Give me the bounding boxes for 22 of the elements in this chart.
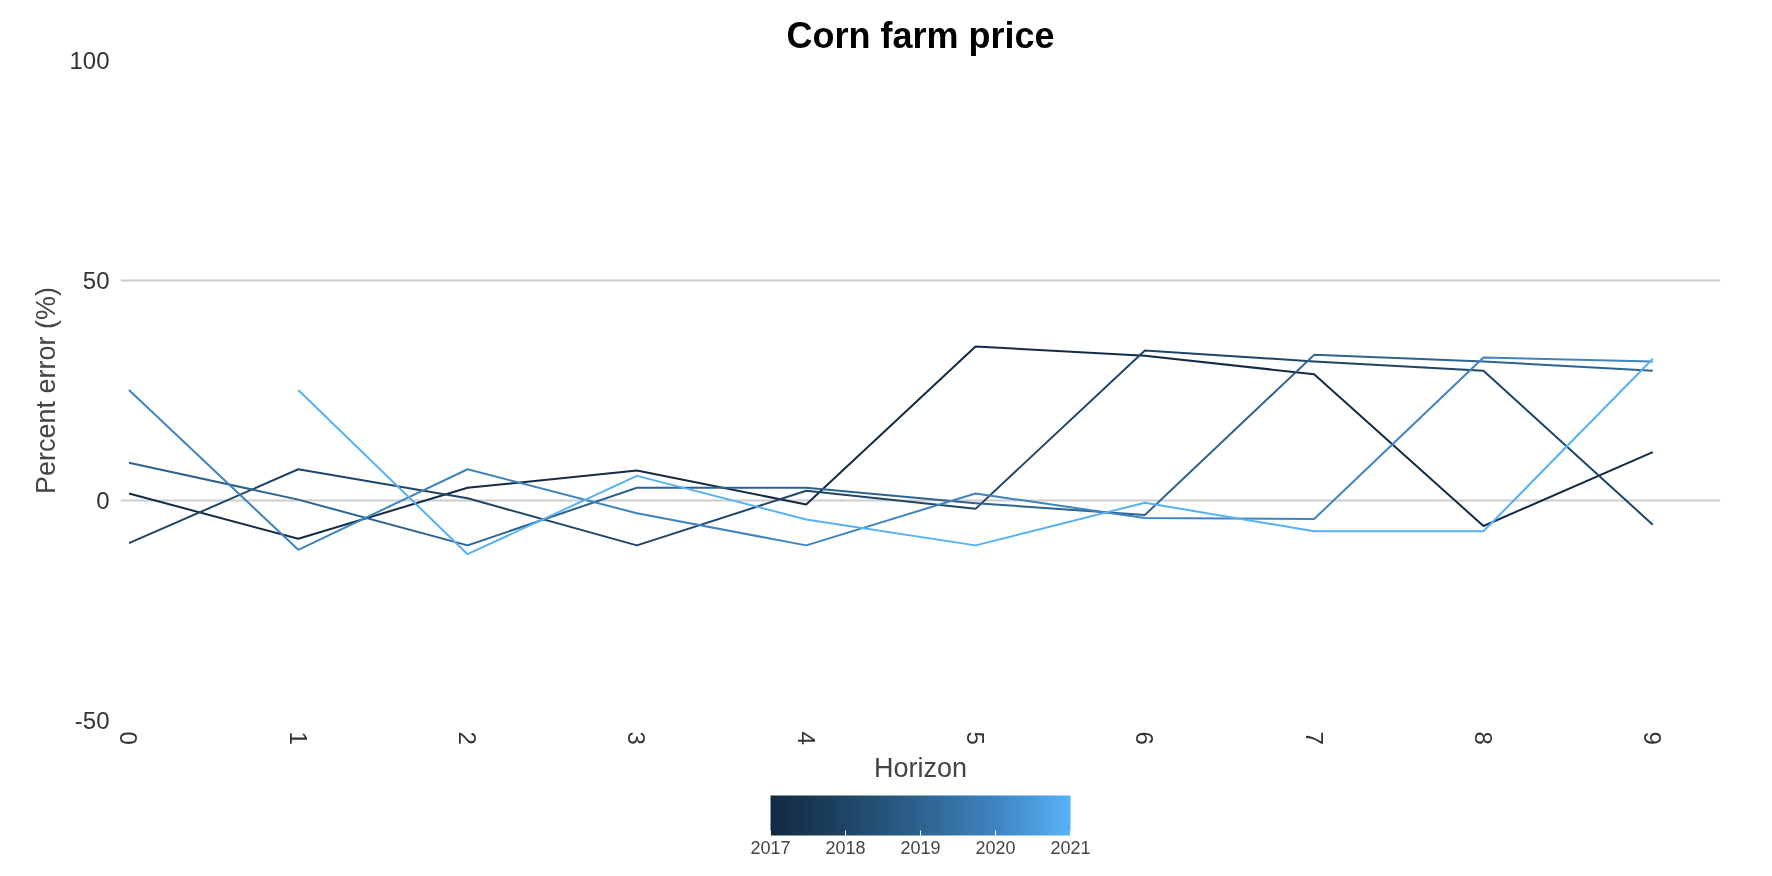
y-tick-label: -50 [74,707,110,734]
color-bar-label: 2017 [750,837,791,858]
x-tick-label: 7 [1300,731,1328,745]
color-bar-label: 2019 [900,837,941,858]
x-tick-label: 4 [792,731,820,745]
x-tick-label: 6 [1131,731,1159,745]
y-tick-label: 50 [82,267,110,294]
x-tick-label: 0 [115,731,143,745]
y-tick-label: 0 [96,487,110,514]
y-axis-title: Percent error (%) [31,286,62,495]
x-tick-label: 9 [1639,731,1667,745]
x-tick-label: 8 [1469,731,1497,745]
x-tick-label: 2 [454,731,482,745]
x-tick-label: 1 [284,731,312,745]
x-tick-label: 3 [623,731,651,745]
x-tick-label: 5 [962,731,990,745]
x-axis-title: Horizon [873,752,968,783]
y-tick-label: 100 [69,47,110,74]
color-bar-label: 2021 [1050,837,1091,858]
color-bar-label: 2018 [825,837,866,858]
color-bar-label: 2020 [975,837,1016,858]
chart-title: Corn farm price [786,14,1055,56]
